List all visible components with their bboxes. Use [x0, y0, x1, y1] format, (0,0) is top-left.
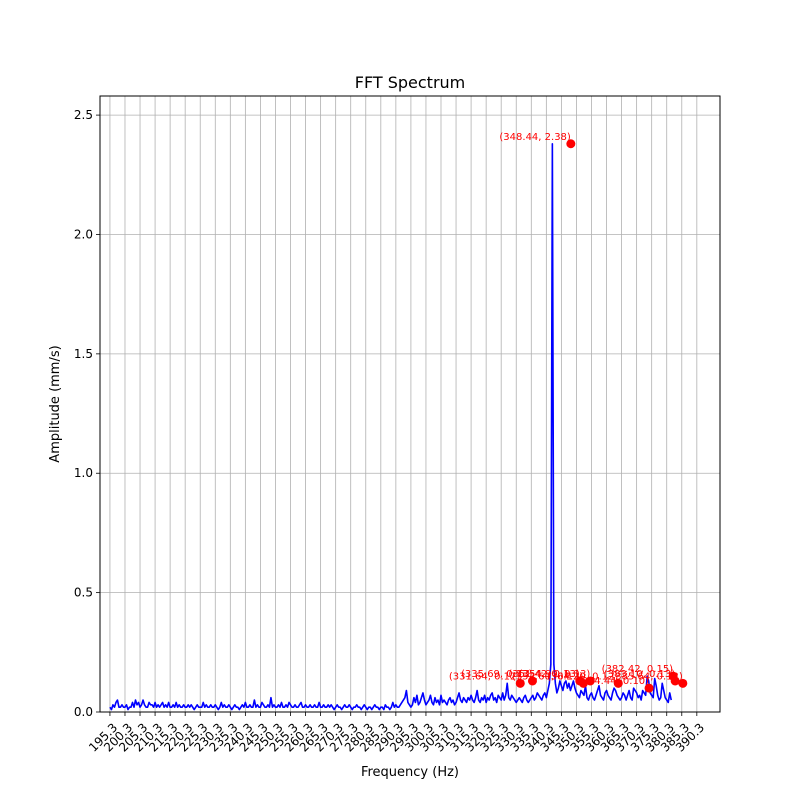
grid-layer	[100, 96, 720, 713]
peak-marker	[578, 678, 588, 688]
peak-label: (374.44, 0.10)	[578, 676, 650, 687]
peak-label: (354.90, 0.13)	[519, 669, 591, 680]
peak-label: (348.44, 2.38)	[499, 132, 571, 143]
peak-marker	[670, 676, 680, 686]
peak-label: (331.64, 0.12)	[449, 671, 521, 682]
peak-label: (352.60, 0.12)	[512, 671, 584, 682]
plot-frame	[99, 95, 721, 713]
peak-marker	[527, 676, 537, 686]
y-tick-label: 2.5	[74, 108, 93, 122]
x-axis-label: Frequency (Hz)	[361, 765, 459, 780]
y-tick-label: 0.0	[74, 705, 93, 719]
y-tick-label: 1.0	[74, 466, 93, 480]
y-tick-label: 0.5	[74, 586, 93, 600]
peak-label: (364.20, 0.12)	[547, 671, 619, 682]
spectrum-line	[109, 142, 673, 711]
peak-label: (351.42, 0.13)	[508, 669, 580, 680]
peak-label: (383.10, 0.13)	[604, 669, 676, 680]
peak-marker	[678, 678, 688, 688]
peak-label: (382.42, 0.15)	[602, 664, 674, 675]
peak-marker	[515, 678, 525, 688]
peak-marker	[566, 139, 576, 149]
x-ticks-layer: 195.3200.3205.3210.3215.3220.3225.3230.3…	[86, 712, 707, 755]
y-tick-label: 2.0	[74, 227, 93, 241]
peak-label: (335.69, 0.13)	[461, 669, 533, 680]
peak-marker	[585, 676, 595, 686]
peaks-layer: (348.44, 2.38) (331.64, 0.12)(335.69, 0.1…	[449, 132, 688, 693]
y-tick-label: 1.5	[74, 347, 93, 361]
peak-marker	[613, 678, 623, 688]
peak-marker	[644, 683, 654, 693]
series-layer	[109, 142, 673, 711]
y-ticks-layer: 0.0 0.5 1.0 1.5 2.0 2.5	[74, 108, 100, 719]
chart-title: FFT Spectrum	[355, 73, 466, 92]
y-axis-label: Amplitude (mm/s)	[48, 345, 63, 462]
peak-label: (385.64, 0.12)	[611, 671, 683, 682]
